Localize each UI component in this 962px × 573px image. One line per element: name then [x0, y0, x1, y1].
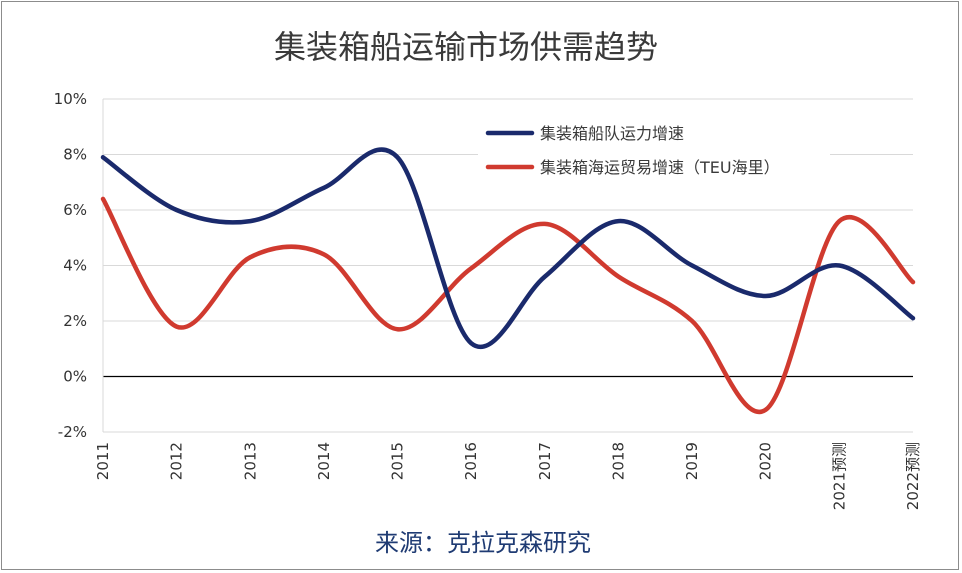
x-tick-label: 2012 [168, 442, 186, 480]
y-tick-label: 0% [63, 368, 87, 386]
x-tick-label: 2014 [315, 442, 333, 480]
y-tick-label: 8% [63, 146, 87, 164]
x-tick-label: 2017 [536, 442, 554, 480]
x-tick-label: 2013 [241, 442, 259, 480]
y-tick-label: 4% [63, 257, 87, 275]
x-tick-label: 2018 [609, 442, 627, 480]
series-lines [100, 147, 916, 415]
x-tick-label: 2015 [389, 442, 407, 480]
x-tick-label: 2011 [94, 442, 112, 480]
legend-box [478, 115, 830, 187]
source-note: 来源：克拉克森研究 [375, 529, 591, 557]
y-tick-label: 2% [63, 312, 87, 330]
x-tick-label: 2019 [683, 442, 701, 480]
chart-title: 集装箱船运输市场供需趋势 [274, 28, 658, 66]
y-axis-tick-labels: 10% 8% 6% 4% 2% 0% -2% [54, 90, 87, 441]
legend-label-0: 集装箱船队运力增速 [540, 124, 684, 143]
series-line-1 [100, 196, 916, 415]
x-tick-label: 2020 [757, 442, 775, 480]
y-tick-label: -2% [58, 423, 87, 441]
x-axis-tick-labels: 2011 2012 2013 2014 2015 2016 2017 2018 2019 2020… [94, 442, 922, 510]
series-line-0 [100, 147, 916, 349]
legend-label-1: 集装箱海运贸易增速（TEU海里） [540, 158, 780, 177]
y-tick-label: 10% [54, 90, 87, 108]
y-tick-label: 6% [63, 201, 87, 219]
x-tick-label: 2016 [462, 442, 480, 480]
x-tick-label: 2021预测 [830, 442, 848, 510]
x-tick-label: 2022预测 [904, 442, 922, 510]
